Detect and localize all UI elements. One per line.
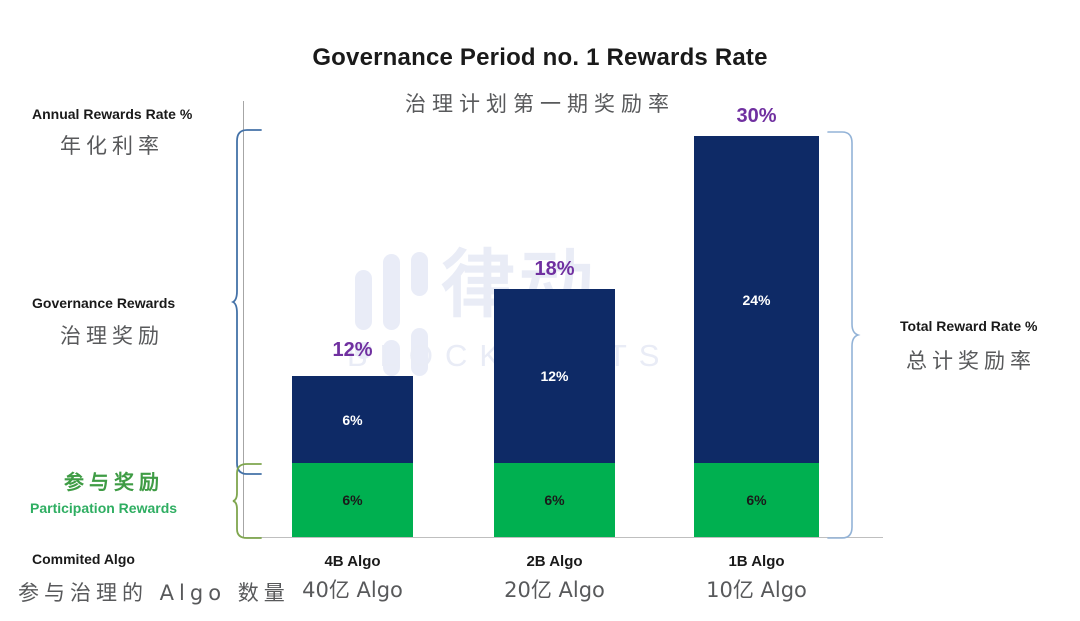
category-label-cn-3: 10亿 Algo [706, 578, 807, 602]
bar-segment-governance-3: 24% [694, 136, 819, 463]
annotation-total-reward-rate-cn: 总计奖励率 [906, 349, 1036, 373]
annotation-total-reward-rate-en: Total Reward Rate % [900, 318, 1038, 334]
annotation-committed-algo-cn: 参与治理的 Algo 数量 [18, 581, 290, 605]
category-label-en-3: 1B Algo [728, 553, 785, 570]
bar-segment-participation-3: 6% [694, 463, 819, 537]
category-label-en-2: 2B Algo [526, 553, 583, 570]
annotation-annual-rate: Annual Rewards Rate % 年化利率 [32, 106, 192, 160]
brace-participation [232, 463, 262, 539]
annotation-total-reward-rate: Total Reward Rate % 总计奖励率 [900, 318, 1037, 375]
category-label-cn-1: 40亿 Algo [302, 578, 403, 602]
bar-group-3: 30% 24% 6% 1B Algo 10亿 Algo [694, 101, 819, 606]
annotation-annual-rate-cn: 年化利率 [60, 134, 164, 158]
annotation-participation-rewards-en: Participation Rewards [30, 500, 178, 516]
category-label-en-1: 4B Algo [324, 553, 381, 570]
bar-group-1: 12% 6% 6% 4B Algo 40亿 Algo [292, 101, 413, 606]
annotation-governance-rewards-cn: 治理奖励 [60, 324, 164, 348]
bar-segment-participation-2: 6% [494, 463, 615, 537]
bar-total-label-2: 18% [534, 258, 575, 280]
chart-title: Governance Period no. 1 Rewards Rate [312, 44, 768, 71]
annotation-committed-algo-en: Commited Algo [32, 551, 135, 567]
x-axis-baseline [243, 537, 883, 538]
bar-total-label-1: 12% [332, 339, 373, 361]
brace-total-reward [827, 131, 861, 539]
bar-group-2: 18% 12% 6% 2B Algo 20亿 Algo [494, 101, 615, 606]
chart-subtitle: 治理计划第一期奖励率 [405, 92, 675, 116]
annotation-governance-rewards-en: Governance Rewards [32, 295, 176, 311]
category-label-cn-2: 20亿 Algo [504, 578, 605, 602]
annotation-annual-rate-en: Annual Rewards Rate % [32, 106, 193, 122]
brace-governance [230, 129, 262, 475]
bar-segment-governance-1: 6% [292, 376, 413, 463]
annotation-participation-rewards-cn: 参与奖励 [64, 470, 164, 494]
bar-segment-governance-2: 12% [494, 289, 615, 463]
annotation-participation-rewards: 参与奖励 Participation Rewards [30, 466, 177, 516]
annotation-governance-rewards: Governance Rewards 治理奖励 [32, 295, 175, 350]
bar-total-label-3: 30% [736, 105, 777, 127]
annotation-committed-algo: Commited Algo 参与治理的 Algo 数量 [18, 551, 290, 607]
bar-segment-participation-1: 6% [292, 463, 413, 537]
y-axis-line [243, 101, 244, 538]
